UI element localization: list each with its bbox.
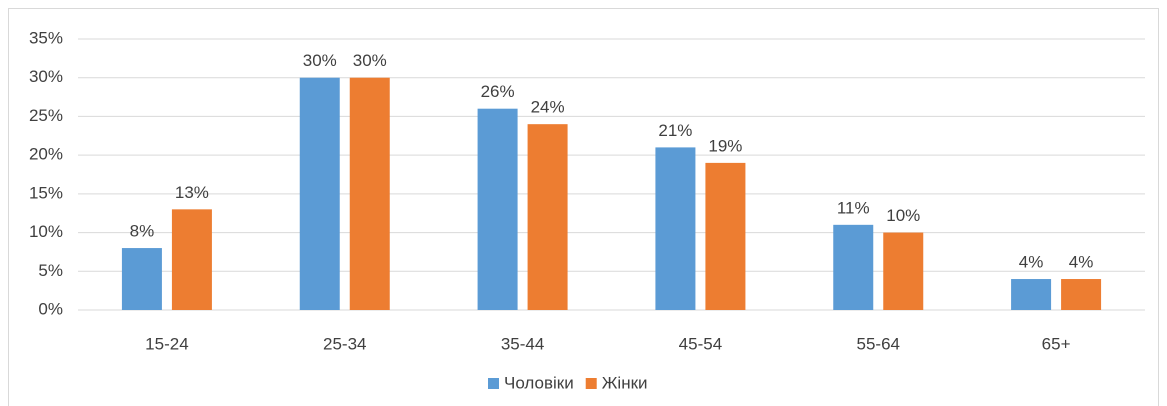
data-label: 24%: [531, 98, 565, 117]
bar: [833, 224, 874, 310]
y-tick-label: 30%: [29, 67, 63, 86]
bar: [655, 147, 696, 310]
bar: [349, 77, 390, 310]
data-label: 10%: [886, 206, 920, 225]
y-tick-label: 15%: [29, 183, 63, 202]
y-tick-label: 0%: [38, 299, 63, 318]
data-label: 30%: [353, 51, 387, 70]
x-tick-label: 25-34: [323, 334, 366, 353]
x-tick-label: 45-54: [679, 334, 722, 353]
data-label: 13%: [175, 183, 209, 202]
x-tick-label: 65+: [1042, 334, 1071, 353]
data-label: 26%: [481, 82, 515, 101]
y-tick-label: 5%: [38, 261, 63, 280]
bar: [1061, 279, 1102, 310]
data-label: 30%: [303, 51, 337, 70]
legend-label: Жінки: [602, 373, 648, 392]
bar: [1011, 279, 1052, 310]
x-tick-label: 55-64: [857, 334, 900, 353]
data-label: 8%: [130, 222, 155, 241]
legend-label: Чоловіки: [504, 373, 574, 392]
data-label: 4%: [1069, 253, 1094, 272]
bar: [705, 162, 746, 310]
y-tick-label: 25%: [29, 106, 63, 125]
data-label: 11%: [837, 198, 870, 217]
bar: [121, 248, 162, 310]
data-label: 21%: [658, 121, 692, 140]
bar: [477, 108, 518, 310]
y-tick-label: 10%: [29, 222, 63, 241]
bar: [883, 232, 924, 310]
data-label: 19%: [708, 136, 742, 155]
x-tick-label: 15-24: [145, 334, 188, 353]
y-tick-label: 20%: [29, 145, 63, 164]
y-tick-label: 35%: [29, 28, 63, 47]
legend-swatch: [585, 378, 597, 389]
bar: [299, 77, 340, 310]
chart-frame: [8, 8, 1159, 406]
legend-swatch: [488, 378, 499, 389]
x-tick-label: 35-44: [501, 334, 544, 353]
bar: [527, 124, 568, 311]
data-label: 4%: [1019, 253, 1044, 272]
bar: [171, 209, 212, 310]
